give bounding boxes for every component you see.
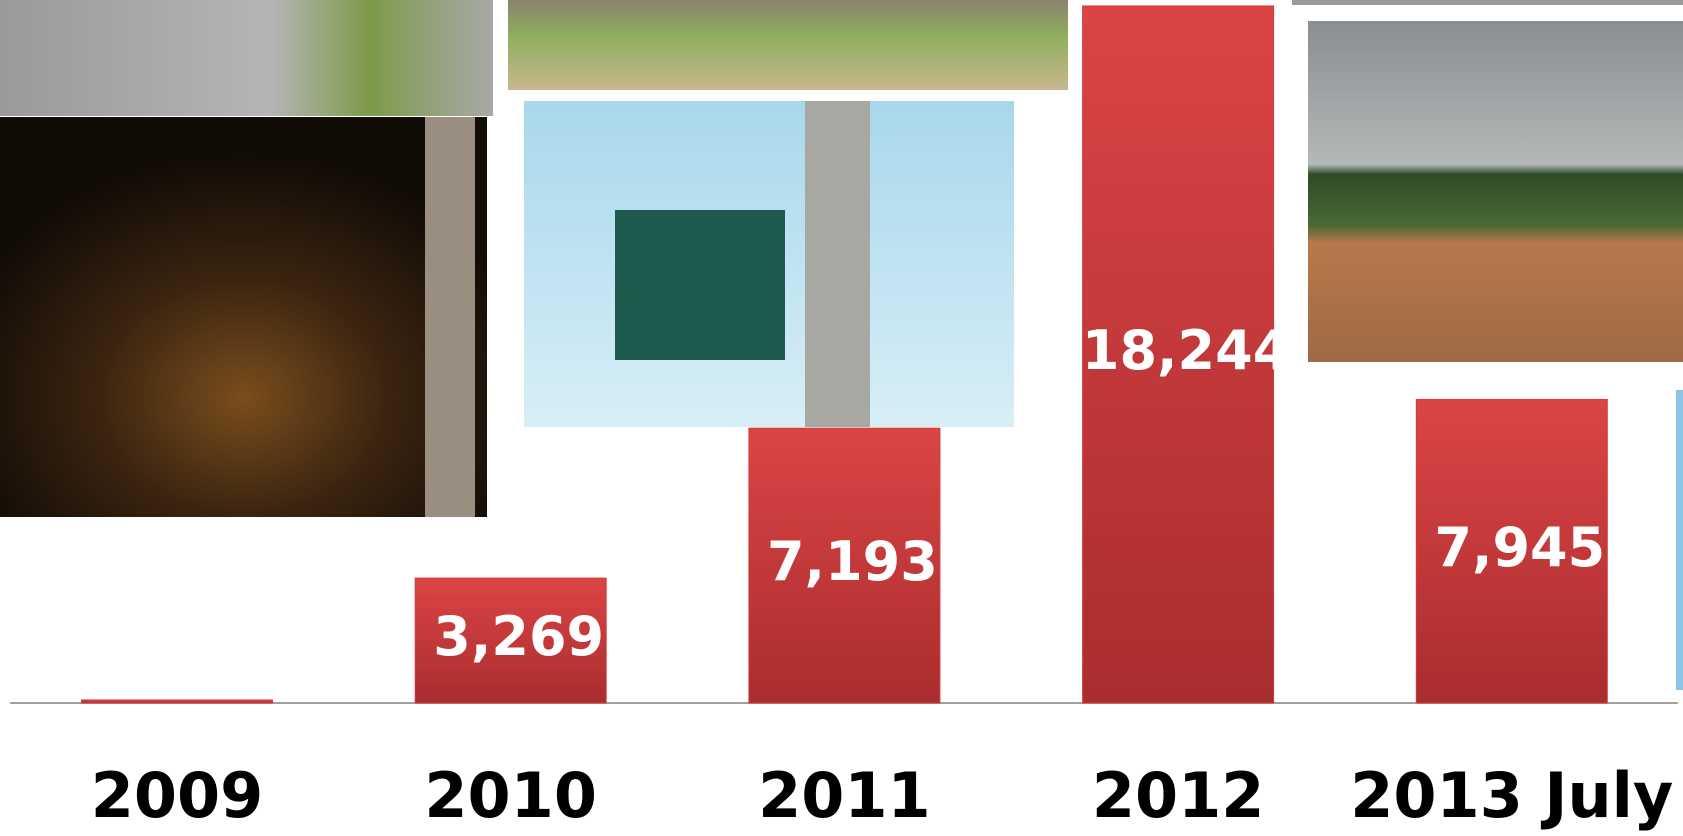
bar	[414, 577, 607, 704]
photo-transformer-pole	[805, 101, 870, 427]
x-tick-label: 2013 July	[1350, 759, 1673, 832]
bar	[81, 699, 273, 704]
value-label: 7,945	[1434, 516, 1605, 579]
photos	[0, 0, 1683, 690]
bar	[748, 427, 941, 704]
photo-pole	[425, 117, 475, 517]
photo-strip	[1292, 0, 1683, 5]
photo-night-road	[0, 117, 487, 517]
x-tick-label: 2010	[424, 759, 597, 832]
value-label: 18,244	[1082, 319, 1290, 382]
photo-dam	[1308, 21, 1683, 362]
x-tick-label: 2012	[1092, 759, 1265, 832]
photo-building	[508, 0, 1068, 90]
x-tick-label: 2009	[91, 759, 264, 832]
x-tick-label: 2011	[758, 759, 931, 832]
bar	[1082, 5, 1275, 704]
value-label: 7,193	[767, 530, 938, 593]
photo-sliver	[1676, 390, 1683, 690]
photo-road	[0, 0, 493, 116]
value-label: 3,269	[433, 605, 604, 668]
bar	[1415, 398, 1608, 704]
photo-transformer-tank	[615, 210, 785, 360]
